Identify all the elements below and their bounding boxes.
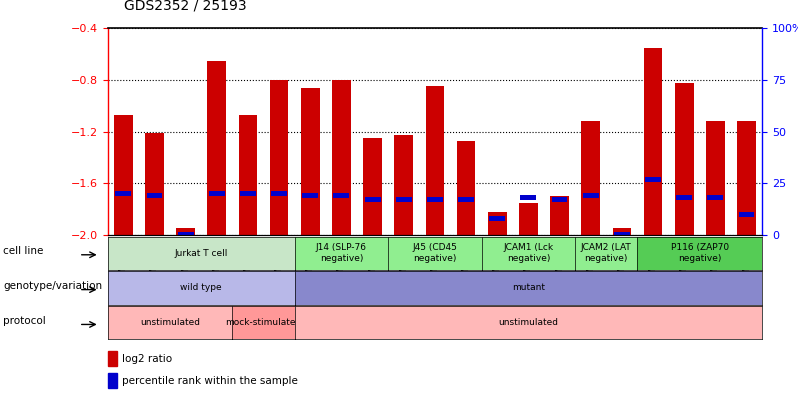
Text: mock-stimulated: mock-stimulated xyxy=(225,318,302,327)
Text: Jurkat T cell: Jurkat T cell xyxy=(175,249,228,258)
Bar xyxy=(176,228,195,235)
Bar xyxy=(207,61,226,235)
Text: log2 ratio: log2 ratio xyxy=(122,354,172,364)
Bar xyxy=(737,122,756,235)
Bar xyxy=(271,191,287,196)
Bar xyxy=(209,191,225,196)
Bar xyxy=(332,80,351,235)
Bar xyxy=(458,197,474,202)
Bar xyxy=(645,177,661,182)
Text: unstimulated: unstimulated xyxy=(499,318,559,327)
Bar xyxy=(302,193,318,198)
Text: genotype/variation: genotype/variation xyxy=(3,281,102,291)
Bar xyxy=(116,191,131,196)
Text: mutant: mutant xyxy=(512,284,545,292)
Bar xyxy=(550,196,569,235)
Bar xyxy=(488,212,507,235)
Bar xyxy=(613,228,631,235)
Bar xyxy=(644,48,662,235)
Text: cell line: cell line xyxy=(3,247,43,256)
Text: P116 (ZAP70
negative): P116 (ZAP70 negative) xyxy=(670,243,729,263)
Text: protocol: protocol xyxy=(3,316,45,326)
Text: J45 (CD45
negative): J45 (CD45 negative) xyxy=(413,243,457,263)
Text: unstimulated: unstimulated xyxy=(140,318,200,327)
Bar xyxy=(396,197,412,202)
Bar xyxy=(240,191,256,196)
Bar xyxy=(583,193,598,198)
Text: GDS2352 / 25193: GDS2352 / 25193 xyxy=(124,0,247,12)
Bar xyxy=(675,83,693,235)
Text: percentile rank within the sample: percentile rank within the sample xyxy=(122,376,298,386)
Bar xyxy=(365,197,381,202)
Bar xyxy=(427,197,443,202)
Bar xyxy=(145,133,164,235)
Bar xyxy=(551,197,567,202)
Bar xyxy=(108,351,117,366)
Bar xyxy=(706,122,725,235)
Text: JCAM2 (LAT
negative): JCAM2 (LAT negative) xyxy=(581,243,632,263)
Bar xyxy=(519,202,538,235)
Bar xyxy=(394,136,413,235)
Bar xyxy=(582,122,600,235)
Bar xyxy=(334,193,350,198)
Bar xyxy=(489,216,505,221)
Bar xyxy=(425,86,444,235)
Bar xyxy=(239,115,257,235)
Bar xyxy=(676,195,692,200)
Text: wild type: wild type xyxy=(180,284,222,292)
Text: JCAM1 (Lck
negative): JCAM1 (Lck negative) xyxy=(504,243,554,263)
Bar xyxy=(108,373,117,388)
Bar xyxy=(178,232,194,237)
Bar xyxy=(456,141,476,235)
Bar xyxy=(114,115,132,235)
Bar xyxy=(147,193,163,198)
Bar xyxy=(739,212,754,217)
Bar xyxy=(614,232,630,237)
Bar xyxy=(707,195,723,200)
Bar xyxy=(363,138,382,235)
Bar xyxy=(301,88,320,235)
Text: J14 (SLP-76
negative): J14 (SLP-76 negative) xyxy=(316,243,367,263)
Bar xyxy=(270,80,288,235)
Bar xyxy=(520,195,536,200)
